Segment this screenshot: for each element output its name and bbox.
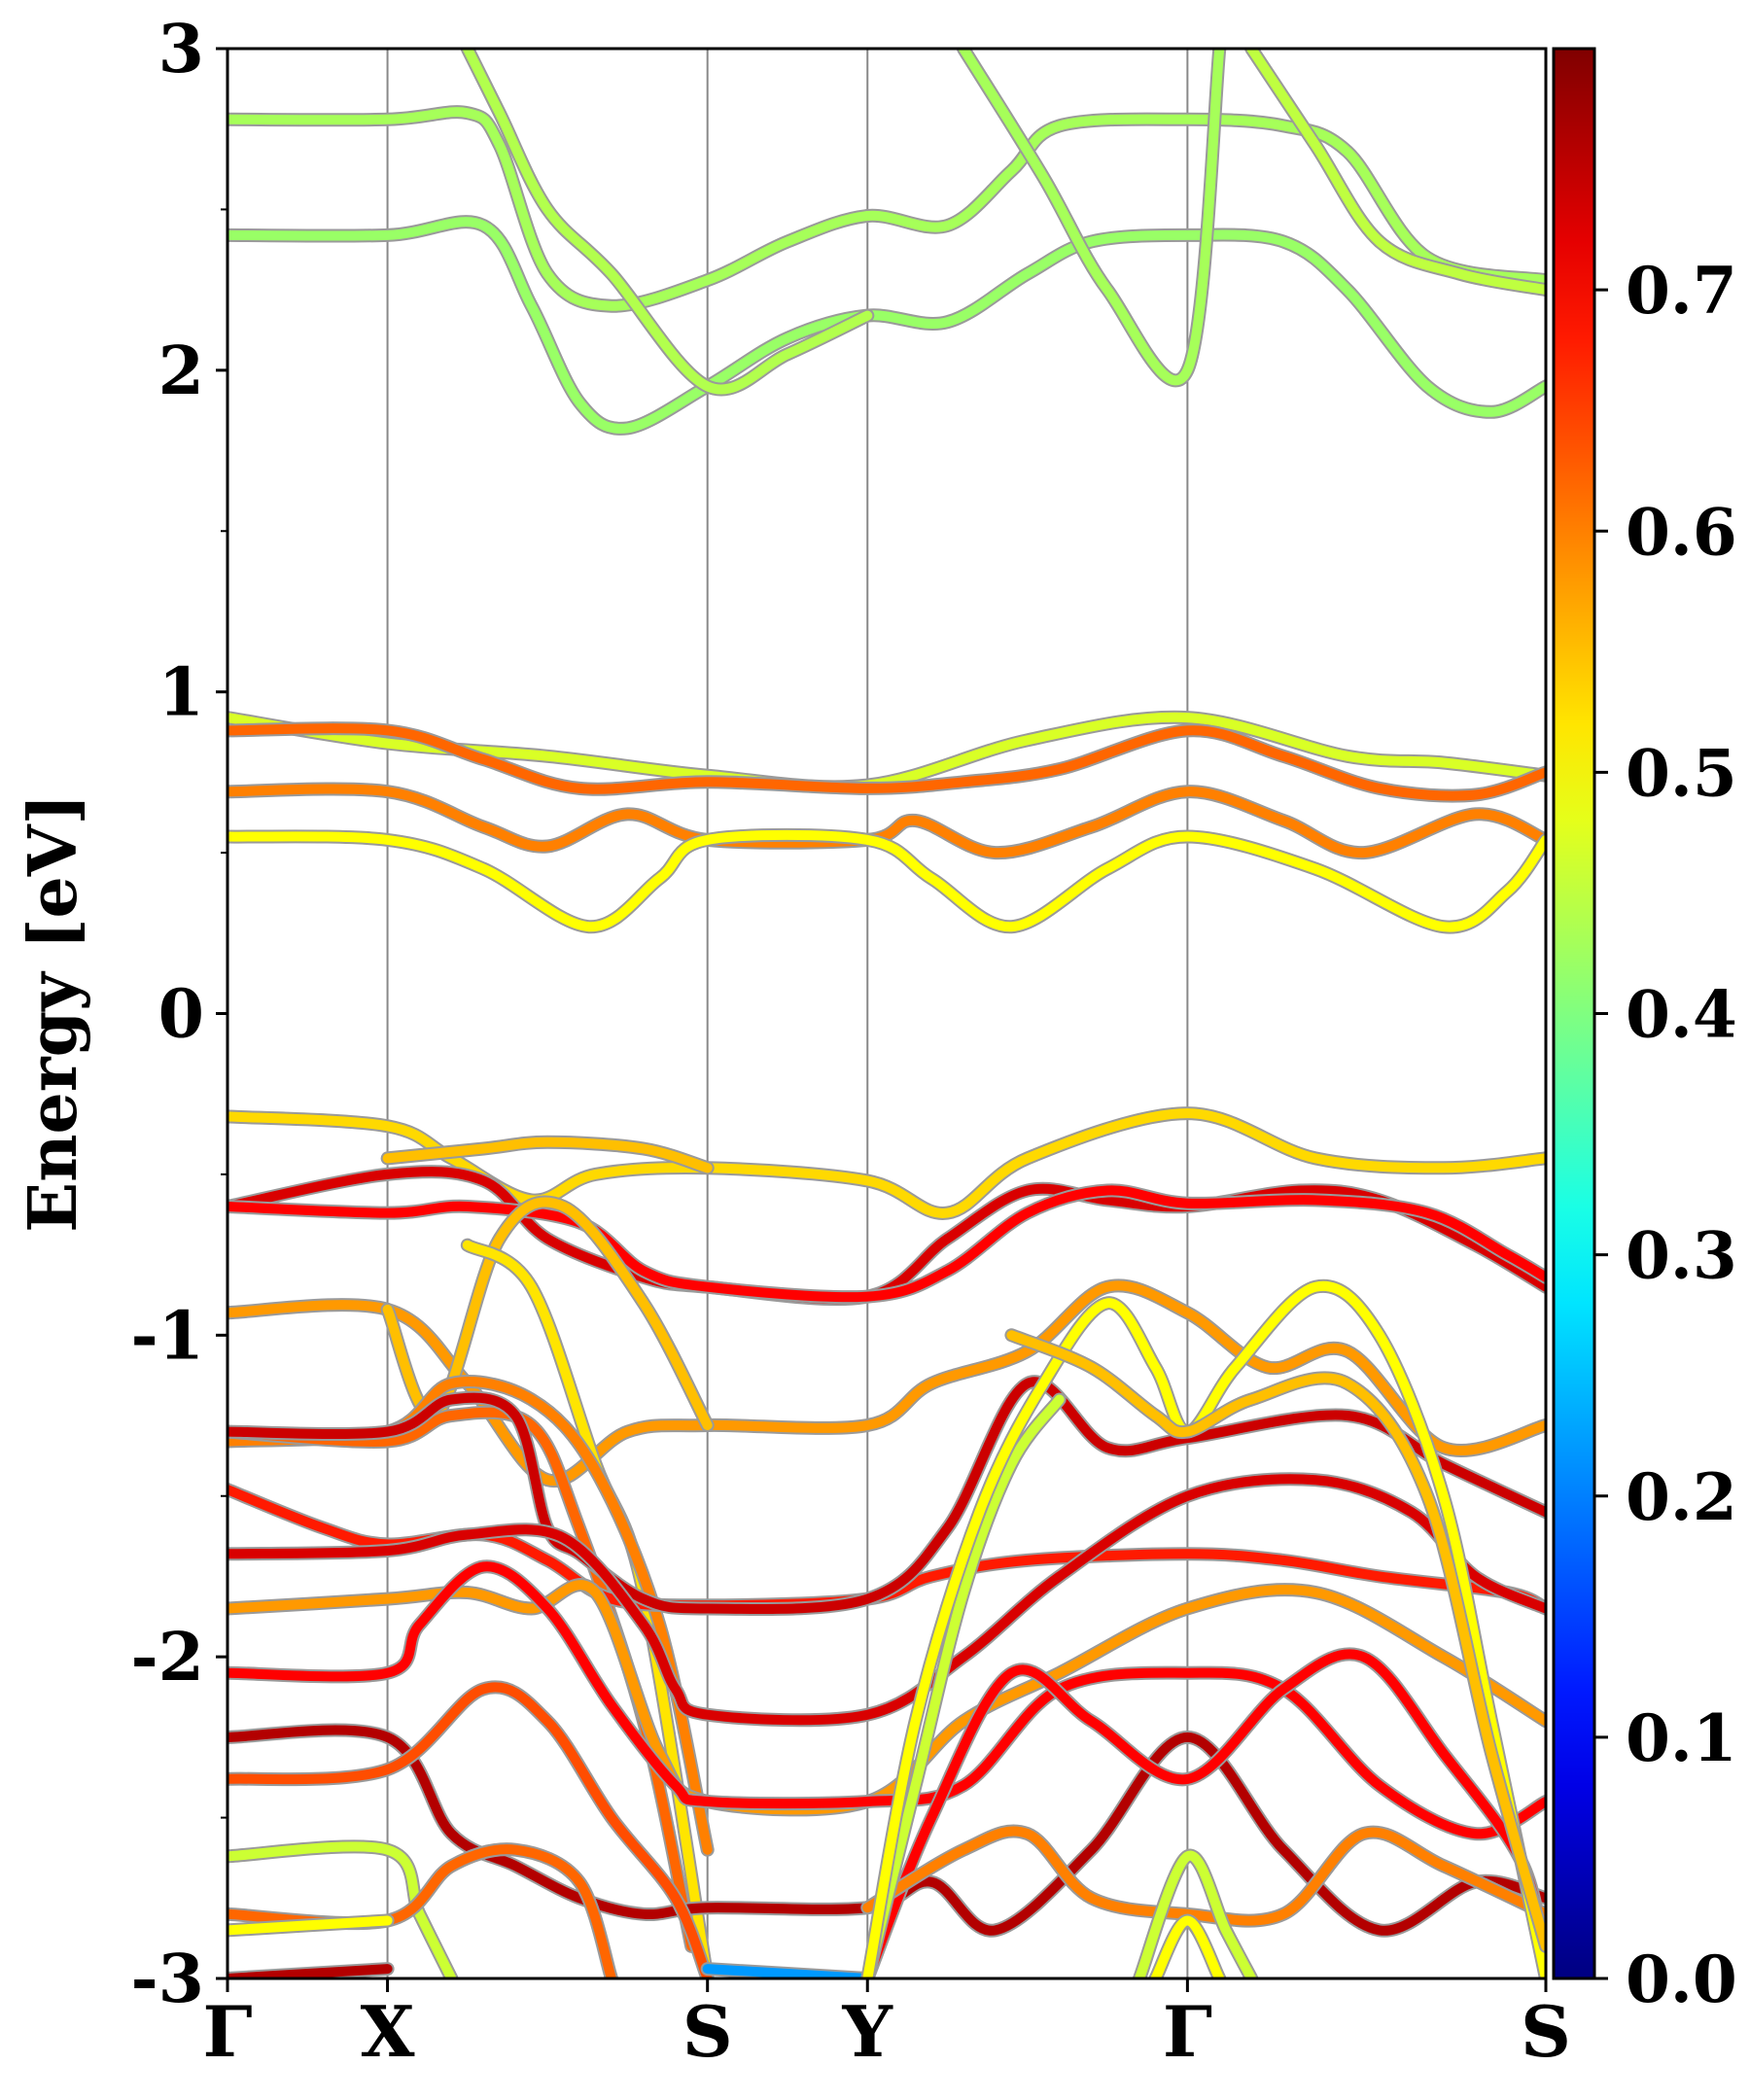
band-line xyxy=(228,784,1546,858)
band-lines xyxy=(228,49,1546,1978)
band-line xyxy=(228,723,1546,801)
band-line xyxy=(462,49,873,395)
band-line xyxy=(228,1185,1546,1303)
band-line xyxy=(959,49,1225,386)
colorbar: 0.0 0.1 0.2 0.3 0.4 0.5 0.6 0.7 xyxy=(1552,47,1737,2017)
y-tick-label: 0 xyxy=(158,976,204,1054)
colorbar-tick-label: 0.2 xyxy=(1626,1459,1737,1535)
band-line xyxy=(228,1167,1546,1305)
band-line xyxy=(228,1682,713,1978)
band-outline xyxy=(957,49,1227,388)
colorbar-tick-label: 0.3 xyxy=(1626,1218,1737,1294)
band-line xyxy=(1246,49,1546,296)
y-tick-label: 3 xyxy=(158,11,204,88)
band-line xyxy=(862,1394,1065,1978)
band-line xyxy=(382,1137,713,1173)
colorbar-tick-label: 0.4 xyxy=(1626,977,1737,1053)
x-tick-label: X xyxy=(361,1990,415,2073)
band-line xyxy=(228,107,1546,311)
x-tick-label: Γ xyxy=(202,1990,252,2073)
x-tick-label: S xyxy=(682,1990,733,2073)
band-line xyxy=(228,1561,1546,1839)
colorbar-ticks: 0.0 0.1 0.2 0.3 0.4 0.5 0.6 0.7 xyxy=(1594,253,1737,2017)
y-tick-label: 1 xyxy=(158,654,204,732)
band-line xyxy=(228,829,1546,932)
band-line xyxy=(1006,1330,1546,1951)
colorbar-gradient xyxy=(1552,47,1596,1980)
y-axis: 3 2 1 0 -1 -2 -3 xyxy=(130,11,228,2018)
colorbar-tick-label: 0.6 xyxy=(1626,494,1737,570)
band-line xyxy=(862,1649,1546,1978)
x-tick-label: Y xyxy=(842,1990,894,2073)
y-tick-label: -2 xyxy=(130,1619,204,1697)
colorbar-tick-label: 0.0 xyxy=(1626,1942,1737,2017)
band-line xyxy=(228,1841,457,1978)
colorbar-tick-label: 0.7 xyxy=(1626,253,1737,329)
band-line xyxy=(228,1725,1546,1936)
colorbar-tick-label: 0.5 xyxy=(1626,735,1737,811)
x-tick-label: Γ xyxy=(1163,1990,1212,2073)
band-line xyxy=(1135,1850,1257,1978)
y-axis-title: Energy [eV] xyxy=(15,793,92,1232)
colorbar-tick-label: 0.1 xyxy=(1626,1700,1737,1776)
y-tick-label: -3 xyxy=(130,1941,204,2018)
band-line xyxy=(228,217,1546,434)
band-line xyxy=(1150,1915,1225,1978)
band-outline xyxy=(228,215,1546,436)
band-line xyxy=(228,1915,393,1936)
y-tick-label: -1 xyxy=(130,1297,204,1375)
band-line xyxy=(228,1377,1546,1615)
band-line xyxy=(228,1474,1546,1726)
x-tick-label: S xyxy=(1521,1990,1571,2073)
plot-frame xyxy=(226,47,1548,1980)
y-tick-label: 2 xyxy=(158,332,204,410)
band-outline xyxy=(860,1647,1546,1978)
